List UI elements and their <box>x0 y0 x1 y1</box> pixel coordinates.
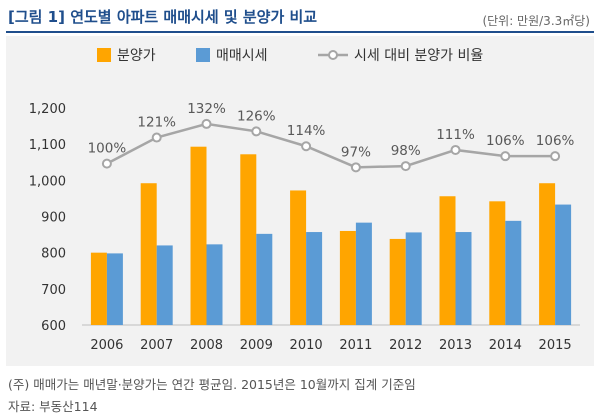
bar-market <box>355 222 372 325</box>
x-tick-label: 2007 <box>140 338 173 353</box>
bar-market <box>206 244 223 325</box>
legend-marker-ratio <box>328 50 338 60</box>
ratio-label: 126% <box>237 108 276 124</box>
bar-market <box>106 253 123 325</box>
legend-label-presale: 분양가 <box>117 48 156 64</box>
title-divider <box>6 31 594 33</box>
legend-swatch-presale <box>97 48 111 62</box>
bar-market <box>505 220 522 325</box>
bar-market <box>306 232 323 325</box>
y-tick-label: 800 <box>41 247 66 262</box>
ratio-point <box>500 151 511 162</box>
bar-presale <box>339 230 356 325</box>
bar-presale <box>290 190 307 325</box>
ratio-point <box>201 118 212 129</box>
y-tick-label: 600 <box>41 319 66 334</box>
legend-label-ratio: 시세 대비 분양가 비율 <box>354 48 483 64</box>
ratio-label: 132% <box>187 101 226 117</box>
ratio-point <box>101 158 112 169</box>
chart-svg: 600 700 800 900 1,000 1,100 1,200 2006 2007 2008 2… <box>29 48 580 353</box>
bar-market <box>555 204 572 325</box>
bar-presale <box>389 238 406 325</box>
legend-swatch-market <box>196 48 210 62</box>
ratio-point <box>301 141 312 152</box>
ratio-line <box>106 122 556 169</box>
bar-market <box>156 245 173 325</box>
bar-market <box>455 232 472 325</box>
legend-label-market: 매매시세 <box>216 48 268 64</box>
unit-note: (단위: 만원/3.3㎡당) <box>482 14 590 28</box>
y-tick-label: 700 <box>41 283 66 298</box>
ratio-label: 100% <box>88 141 127 157</box>
ratio-point <box>450 144 461 155</box>
bar-presale <box>240 154 257 325</box>
y-tick-label: 1,100 <box>29 138 66 153</box>
bar-presale <box>140 183 157 325</box>
ratio-label: 97% <box>341 144 371 160</box>
ratio-label: 106% <box>536 133 575 149</box>
x-tick-label: 2013 <box>439 338 472 353</box>
chart-title: [그림 1] 연도별 아파트 매매시세 및 분양가 비교 <box>8 8 318 26</box>
x-tick-label: 2015 <box>539 338 572 353</box>
x-tick-label: 2014 <box>489 338 522 353</box>
x-tick-label: 2008 <box>190 338 223 353</box>
ratio-point <box>251 126 262 137</box>
ratio-label: 114% <box>287 123 326 139</box>
ratio-label: 106% <box>486 133 525 149</box>
ratio-point <box>151 132 162 143</box>
bar-presale <box>439 196 456 325</box>
footnote: (주) 매매가는 매년말·분양가는 연간 평균임. 2015년은 10월까지 집… <box>8 377 416 392</box>
y-tick-label: 900 <box>41 211 66 226</box>
ratio-label: 121% <box>137 115 176 131</box>
ratio-point <box>350 162 361 173</box>
x-tick-label: 2009 <box>240 338 273 353</box>
x-tick-label: 2011 <box>339 338 372 353</box>
x-tick-label: 2012 <box>389 338 422 353</box>
chart-panel: 600 700 800 900 1,000 1,100 1,200 2006 2007 2008 2… <box>6 36 594 366</box>
y-tick-label: 1,000 <box>29 174 66 189</box>
bar-market <box>256 233 273 325</box>
y-tick-label: 1,200 <box>29 102 66 117</box>
bar-presale <box>539 183 556 325</box>
ratio-point <box>400 161 411 172</box>
ratio-label: 111% <box>436 127 475 143</box>
ratio-point <box>550 151 561 162</box>
bar-market <box>405 232 422 325</box>
x-tick-label: 2010 <box>290 338 323 353</box>
ratio-label: 98% <box>391 143 421 159</box>
bar-presale <box>489 201 506 325</box>
source-note: 자료: 부동산114 <box>8 399 98 414</box>
x-tick-label: 2006 <box>90 338 123 353</box>
bar-presale <box>190 146 207 325</box>
bar-presale <box>90 252 107 325</box>
